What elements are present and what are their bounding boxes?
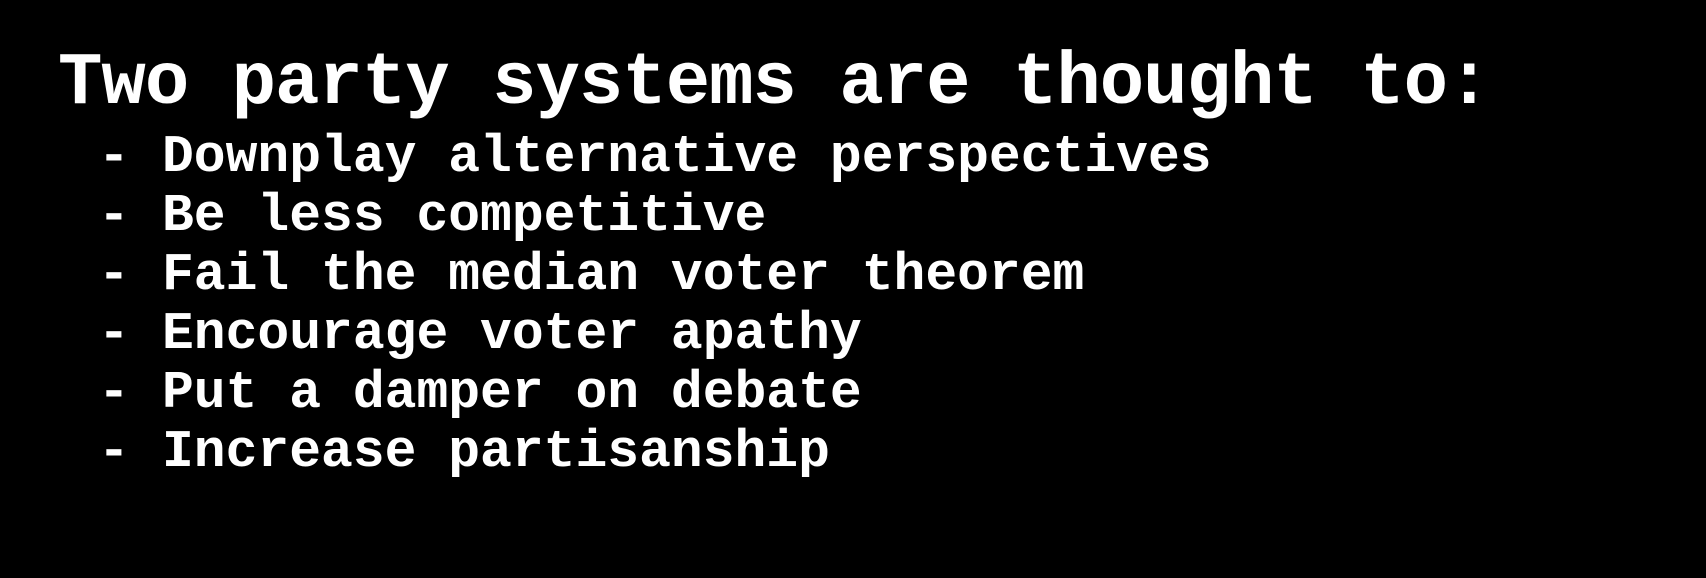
bullet-item: - Increase partisanship: [98, 423, 1212, 482]
bullet-dash: -: [98, 422, 130, 482]
bullet-dash: -: [98, 363, 130, 423]
bullet-dash: -: [98, 127, 130, 187]
bullet-dash: -: [98, 245, 130, 305]
bullet-text: Put a damper on debate: [162, 363, 862, 423]
bullet-item: - Downplay alternative perspectives: [98, 128, 1212, 187]
bullet-text: Increase partisanship: [162, 422, 830, 482]
bullet-list: - Downplay alternative perspectives - Be l…: [98, 128, 1212, 482]
bullet-dash: -: [98, 186, 130, 246]
bullet-text: Fail the median voter theorem: [162, 245, 1085, 305]
bullet-item: - Put a damper on debate: [98, 364, 1212, 423]
bullet-dash: -: [98, 304, 130, 364]
bullet-item: - Be less competitive: [98, 187, 1212, 246]
bullet-item: - Fail the median voter theorem: [98, 246, 1212, 305]
bullet-item: - Encourage voter apathy: [98, 305, 1212, 364]
bullet-text: Downplay alternative perspectives: [162, 127, 1212, 187]
bullet-text: Be less competitive: [162, 186, 767, 246]
slide-title: Two party systems are thought to:: [58, 42, 1491, 126]
bullet-text: Encourage voter apathy: [162, 304, 862, 364]
